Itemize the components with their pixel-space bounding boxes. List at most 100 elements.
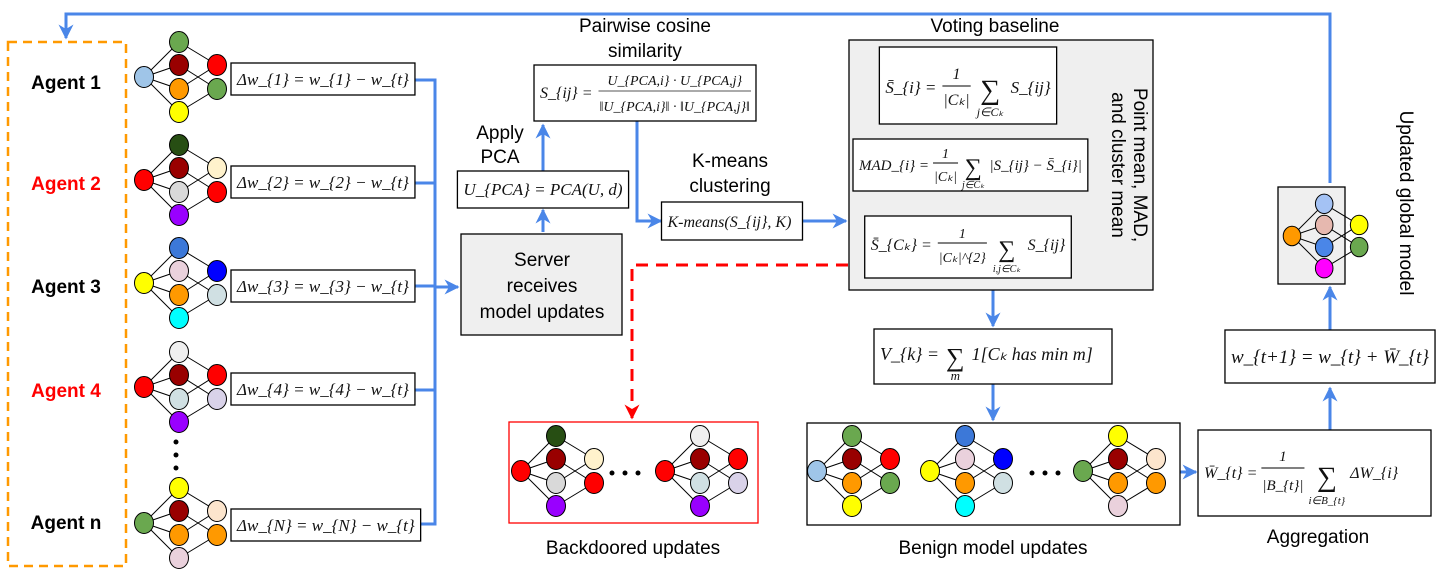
- network-node: [169, 181, 189, 203]
- network-node: [169, 500, 189, 522]
- network-agent-4: [134, 341, 227, 433]
- network-node: [690, 425, 710, 447]
- network-node: [1108, 448, 1128, 470]
- network-node: [690, 448, 710, 470]
- svg-text:receives: receives: [507, 276, 578, 297]
- network-node: [134, 376, 154, 398]
- svg-text:∑: ∑: [1317, 462, 1337, 493]
- network-node: [920, 460, 940, 482]
- network-node: [207, 500, 227, 522]
- network-node: [880, 472, 900, 494]
- network-node: [1282, 225, 1302, 247]
- network-backdoored-2: [655, 425, 748, 517]
- svg-text:∑: ∑: [965, 155, 982, 181]
- mad-formula: MAD_{i} = 1 |Cₖ| ∑ j∈Cₖ |S_{ij} − S̄_{i}…: [852, 138, 1089, 192]
- svg-text:j∈Cₖ: j∈Cₖ: [975, 105, 1005, 119]
- network-node: [169, 101, 189, 123]
- svg-text:i,j∈Cₖ: i,j∈Cₖ: [993, 264, 1021, 275]
- network-node: [955, 495, 975, 517]
- network-node: [207, 181, 227, 203]
- network-node: [1349, 236, 1369, 258]
- agent-update-2: Δw_{2} = w_{2} − w_{t}: [230, 165, 416, 199]
- network-node: [1314, 236, 1334, 258]
- ellipsis-dots: [609, 470, 641, 476]
- svg-text:Δw_{2} = w_{2} − w_{t}: Δw_{2} = w_{2} − w_{t}: [236, 173, 409, 192]
- svg-text:1: 1: [953, 66, 961, 83]
- network-icons: [134, 31, 1166, 569]
- network-global: [1282, 193, 1369, 279]
- agent-1-label: Agent 1: [31, 73, 101, 94]
- svg-text:1: 1: [1279, 449, 1287, 465]
- svg-text:and cluster mean: and cluster mean: [1107, 92, 1128, 238]
- agent-update-3: Δw_{3} = w_{3} − w_{t}: [230, 269, 416, 303]
- network-benign-1: [807, 425, 900, 517]
- network-node: [1108, 472, 1128, 494]
- kmeans-label: K-means: [692, 151, 768, 172]
- network-node: [207, 284, 227, 306]
- network-node: [134, 169, 154, 191]
- network-node: [546, 425, 566, 447]
- point-mean-formula: S̄_{i} = 1 |Cₖ| ∑ j∈Cₖ S_{ij}: [878, 46, 1058, 125]
- svg-text:i∈B_{t}: i∈B_{t}: [1308, 495, 1345, 507]
- network-benign-2: [920, 425, 1013, 517]
- network-node: [169, 284, 189, 306]
- network-node: [169, 547, 189, 569]
- cosine-title: Pairwise cosine: [579, 16, 711, 37]
- agent-update-4: Δw_{4} = w_{4} − w_{t}: [230, 372, 416, 406]
- network-node: [169, 364, 189, 386]
- network-node: [584, 472, 604, 494]
- backdoored-label: Backdoored updates: [546, 538, 720, 559]
- network-node: [169, 31, 189, 53]
- svg-text:K-means(S_{ij}, K): K-means(S_{ij}, K): [667, 214, 792, 231]
- svg-text:S_{ij}: S_{ij}: [1011, 78, 1051, 97]
- network-node: [955, 472, 975, 494]
- cosine-title-2: similarity: [608, 41, 682, 62]
- network-node: [511, 460, 531, 482]
- svg-text:m: m: [951, 368, 960, 383]
- network-node: [169, 411, 189, 433]
- network-node: [842, 495, 862, 517]
- network-node: [690, 495, 710, 517]
- network-node: [546, 448, 566, 470]
- kmeans-formula-box: K-means(S_{ij}, K): [660, 201, 804, 241]
- aggregation-label: Aggregation: [1267, 527, 1369, 548]
- network-node: [955, 425, 975, 447]
- network-agent-3: [134, 237, 227, 329]
- svg-text:|B_{t}|: |B_{t}|: [1262, 478, 1303, 494]
- svg-text:S_{ij}: S_{ij}: [1028, 237, 1066, 254]
- svg-text:Δw_{4} = w_{4} − w_{t}: Δw_{4} = w_{4} − w_{t}: [236, 380, 409, 399]
- network-node: [993, 472, 1013, 494]
- global-model-label: Updated global model: [1395, 111, 1416, 296]
- network-node: [955, 448, 975, 470]
- kmeans-label-2: clustering: [689, 176, 770, 197]
- voting-title: Voting baseline: [931, 16, 1060, 37]
- aggregation-formula-box: W̄_{t} = 1 |B_{t}| ∑ i∈B_{t} ΔW_{i}: [1197, 429, 1432, 517]
- network-agent-1: [134, 31, 227, 123]
- network-node: [807, 460, 827, 482]
- cluster-mean-formula: S̄_{Cₖ} = 1 |Cₖ|^{2} ∑ i,j∈Cₖ S_{ij}: [864, 215, 1072, 279]
- svg-text:U_{PCA,i} · U_{PCA,j}: U_{PCA,i} · U_{PCA,j}: [607, 74, 742, 89]
- network-node: [1108, 495, 1128, 517]
- svg-text:V_{k} =: V_{k} =: [880, 344, 939, 364]
- pca-label-2: PCA: [480, 147, 519, 168]
- benign-label: Benign model updates: [898, 538, 1087, 559]
- svg-text:|Cₖ|: |Cₖ|: [934, 170, 957, 185]
- network-node: [207, 78, 227, 100]
- pca-label: Apply: [476, 123, 524, 144]
- network-node: [1146, 472, 1166, 494]
- network-node: [728, 448, 748, 470]
- svg-text:|S_{ij} − S̄_{i}|: |S_{ij} − S̄_{i}|: [989, 158, 1081, 174]
- svg-text:∑: ∑: [946, 343, 965, 372]
- svg-text:U_{PCA} = PCA(U, d): U_{PCA} = PCA(U, d): [463, 180, 622, 199]
- network-node: [207, 260, 227, 282]
- svg-text:1[Cₖ has min m]: 1[Cₖ has min m]: [972, 344, 1093, 364]
- network-node: [207, 54, 227, 76]
- voting-side-label: Point mean, MAD, and cluster mean: [1107, 88, 1150, 242]
- network-benign-3: [1073, 425, 1166, 517]
- network-node: [169, 134, 189, 156]
- agent-n-label: Agent n: [31, 513, 102, 534]
- network-node: [207, 364, 227, 386]
- agent-2-label: Agent 2: [31, 174, 101, 195]
- svg-text:Server: Server: [514, 250, 571, 271]
